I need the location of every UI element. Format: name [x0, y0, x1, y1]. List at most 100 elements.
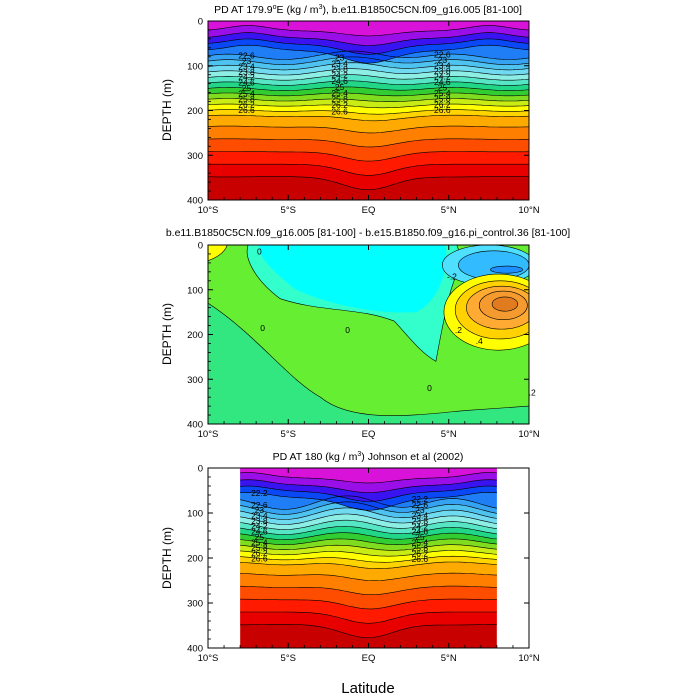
- contour-label: 0: [260, 323, 265, 333]
- contour-label: 25: [255, 532, 265, 542]
- contour-label: 23: [415, 505, 425, 515]
- contour-line: [240, 555, 497, 563]
- panel2-axes: 10°S 5°S EQ 5°N 10°N 0 100 200 300 400: [187, 241, 540, 441]
- x-tick-label: EQ: [362, 653, 376, 664]
- contour-label: .2: [529, 388, 536, 398]
- contour-line: [240, 472, 497, 484]
- y-tick-label: 400: [187, 644, 203, 655]
- y-tick-label: 0: [198, 17, 203, 28]
- no-data-left: [208, 468, 241, 648]
- contour-label: -.2: [447, 271, 457, 281]
- contour-label: 25: [438, 83, 448, 93]
- contour-line: [208, 114, 529, 122]
- panel-model-density: PD AT 179.9oE (kg / m3), b.e11.B1850C5CN…: [160, 4, 540, 216]
- contour-line: [208, 32, 529, 46]
- panel1-contour-labels: 22.62323.423.824.224.62525.425.826.226.6…: [238, 49, 451, 116]
- y-tick-label: 100: [187, 285, 203, 296]
- panel3-contour-labels: 22.222.62323.423.824.224.62525.425.826.2…: [251, 488, 428, 564]
- contour-label: 24.6: [331, 76, 348, 86]
- panel2-contour-labels: 0 0 0 0 -.2 .2 .4 .2: [257, 247, 536, 398]
- contour-label: 25.4: [331, 88, 348, 98]
- x-tick-label: 5°S: [281, 429, 296, 440]
- contour-line: [240, 538, 497, 546]
- contour-label: 26.6: [251, 553, 268, 563]
- contour-label: 23.4: [412, 511, 429, 521]
- contour-label: 23: [255, 505, 265, 515]
- contour-line: [240, 550, 497, 557]
- contour-label: 25: [415, 532, 425, 542]
- x-tick-label: 10°N: [518, 205, 539, 216]
- x-tick-label: 5°S: [281, 205, 296, 216]
- panel-density-difference: b.e11.B1850C5CN.f09_g16.005 [81-100] - b…: [160, 227, 570, 440]
- contour-label: 26.2: [434, 99, 451, 109]
- contour-label: 25.8: [331, 94, 348, 104]
- contour-label: 26.2: [331, 100, 348, 110]
- contour-line: [208, 92, 529, 97]
- contour-line: [208, 50, 529, 60]
- contour-label: 22.6: [238, 50, 255, 60]
- contour-label: 26.6: [331, 106, 348, 116]
- contour-label: 23.8: [238, 67, 255, 77]
- contour-label: 25.8: [412, 543, 429, 553]
- y-tick-label: 300: [187, 599, 203, 610]
- panel1-axes: 10°S 5°S EQ 5°N 10°N 0 100 200 300 400: [187, 17, 540, 217]
- x-tick-label: 5°S: [281, 653, 296, 664]
- contour-line: [208, 109, 529, 115]
- contour-line: [208, 176, 529, 191]
- contour-line: [240, 507, 497, 520]
- contour-line: [240, 491, 497, 511]
- contour-line: [208, 74, 529, 81]
- contour-label: 26.2: [251, 548, 268, 558]
- y-tick-label: 200: [187, 554, 203, 565]
- difference-region: [258, 245, 447, 313]
- y-tick-label: 300: [187, 375, 203, 386]
- contour-line: [240, 501, 497, 515]
- y-tick-label: 0: [198, 464, 203, 475]
- contour-label: 23: [438, 55, 448, 65]
- contour-line: [240, 572, 497, 581]
- contour-label: 23.8: [434, 66, 451, 76]
- x-tick-label: 5°N: [441, 653, 457, 664]
- contour-label: 22.6: [412, 500, 429, 510]
- contour-line: [208, 80, 529, 86]
- contour-line: [208, 25, 529, 37]
- contour-line: [240, 544, 497, 551]
- contour-line: [208, 163, 529, 176]
- contour-label: 0: [427, 383, 432, 393]
- contour-label: 23.4: [331, 58, 348, 68]
- contour-line: [240, 585, 497, 596]
- panel2-title: b.e11.B1850C5CN.f09_g16.005 [81-100] - b…: [166, 227, 570, 239]
- contour-line: [240, 598, 497, 610]
- contour-label: 26.6: [412, 554, 429, 564]
- contour-label: 23.4: [251, 511, 268, 521]
- contour-line: [208, 138, 529, 148]
- density-band: [240, 468, 497, 483]
- contour-label: 23.4: [238, 61, 255, 71]
- contour-label: 24.6: [412, 527, 429, 537]
- contour-label: 22.6: [251, 500, 268, 510]
- contour-label: 24.6: [238, 78, 255, 88]
- contour-label: 23.4: [434, 61, 451, 71]
- y-tick-label: 200: [187, 106, 203, 117]
- contour-line: [240, 532, 497, 540]
- contour-label: 24.2: [238, 72, 255, 82]
- contour-label: 25.4: [434, 88, 451, 98]
- x-tick-label: 10°S: [198, 205, 219, 216]
- panel-observed-density: PD AT 180 (kg / m3) Johnson et al (2002)…: [160, 451, 540, 664]
- contour-line: [240, 495, 497, 510]
- panel1-ylabel: DEPTH (m): [160, 79, 174, 141]
- contour-line: [208, 86, 529, 91]
- contour-label: 23.8: [331, 64, 348, 74]
- panel2-difference-field: [208, 245, 529, 424]
- contour-label: 23: [335, 53, 345, 63]
- panel3-title: PD AT 180 (kg / m3) Johnson et al (2002): [273, 451, 464, 463]
- contour-label: 26.2: [238, 100, 255, 110]
- contour-label: .2: [455, 325, 462, 335]
- panel2-ylabel: DEPTH (m): [160, 303, 174, 365]
- y-tick-label: 100: [187, 509, 203, 520]
- contour-line: [208, 103, 529, 109]
- no-data-right: [496, 468, 529, 648]
- panel3-axes: 10°S 5°S EQ 5°N 10°N 0 100 200 300 400: [187, 464, 540, 665]
- contour-line: [208, 98, 529, 102]
- contour-line: [240, 526, 497, 535]
